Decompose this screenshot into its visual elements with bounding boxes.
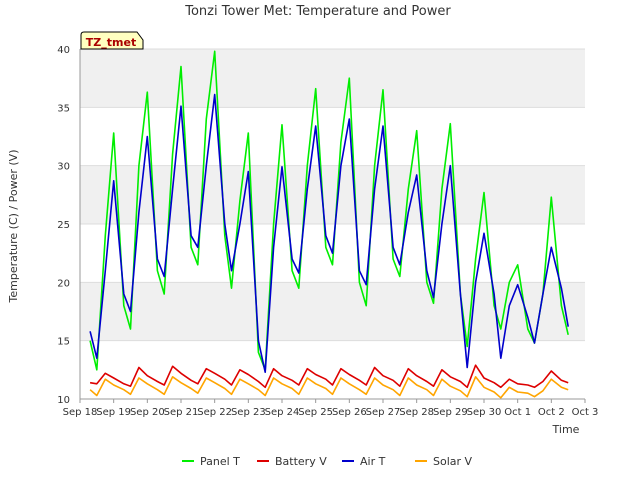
x-tick-label: Sep 26 bbox=[332, 407, 367, 418]
y-tick-label: 20 bbox=[57, 278, 70, 289]
series-line-solar-v bbox=[89, 375, 569, 399]
x-tick-label: Sep 30 bbox=[467, 407, 502, 418]
axes bbox=[79, 49, 585, 400]
tag-label: TZ_tmet bbox=[86, 36, 136, 49]
grid-band bbox=[80, 282, 585, 341]
y-tick-label: 15 bbox=[57, 337, 70, 348]
x-tick-label: Sep 21 bbox=[164, 407, 199, 418]
x-tick-label: Oct 1 bbox=[504, 407, 531, 418]
x-tick-label: Sep 19 bbox=[96, 407, 131, 418]
x-axis-label: Time bbox=[552, 423, 580, 436]
y-tick-label: 30 bbox=[57, 162, 70, 173]
legend-label: Battery V bbox=[275, 455, 327, 468]
legend-label: Solar V bbox=[433, 455, 473, 468]
x-tick-label: Oct 2 bbox=[538, 407, 565, 418]
x-tick-label: Sep 24 bbox=[265, 407, 300, 418]
tag-box-shape bbox=[80, 31, 144, 50]
x-tick-label: Oct 3 bbox=[572, 407, 599, 418]
legend-label: Panel T bbox=[200, 455, 240, 468]
series-line-battery-v bbox=[89, 364, 569, 389]
x-tick-label: Sep 28 bbox=[399, 407, 434, 418]
legend-item: Solar V bbox=[415, 455, 473, 468]
y-tick-label: 10 bbox=[57, 395, 70, 406]
y-axis-label: Temperature (C) / Power (V) bbox=[7, 149, 20, 303]
legend-item: Air T bbox=[342, 455, 386, 468]
x-tick-label: Sep 18 bbox=[63, 407, 98, 418]
series-line-panel-t bbox=[89, 50, 569, 371]
y-tick-label: 35 bbox=[57, 103, 70, 114]
x-tick-label: Sep 29 bbox=[433, 407, 468, 418]
x-tick-label: Sep 22 bbox=[197, 407, 232, 418]
x-tick-label: Sep 25 bbox=[298, 407, 333, 418]
y-tick-label: 25 bbox=[57, 220, 70, 231]
grid-band bbox=[80, 49, 585, 108]
y-tick-label: 40 bbox=[57, 45, 70, 56]
series-layer bbox=[89, 50, 569, 399]
legend-item: Panel T bbox=[182, 455, 240, 468]
tag-box: TZ_tmet bbox=[80, 31, 144, 50]
legend-item: Battery V bbox=[257, 455, 327, 468]
x-tick-label: Sep 27 bbox=[366, 407, 401, 418]
legend-label: Air T bbox=[360, 455, 386, 468]
series-line-air-t bbox=[89, 93, 569, 374]
legend: Panel T Battery V Air T Solar V bbox=[182, 455, 473, 468]
grid-band bbox=[80, 165, 585, 224]
x-tick-label: Sep 20 bbox=[130, 407, 165, 418]
chart-title: Tonzi Tower Met: Temperature and Power bbox=[184, 4, 451, 19]
x-tick-label: Sep 23 bbox=[231, 407, 266, 418]
